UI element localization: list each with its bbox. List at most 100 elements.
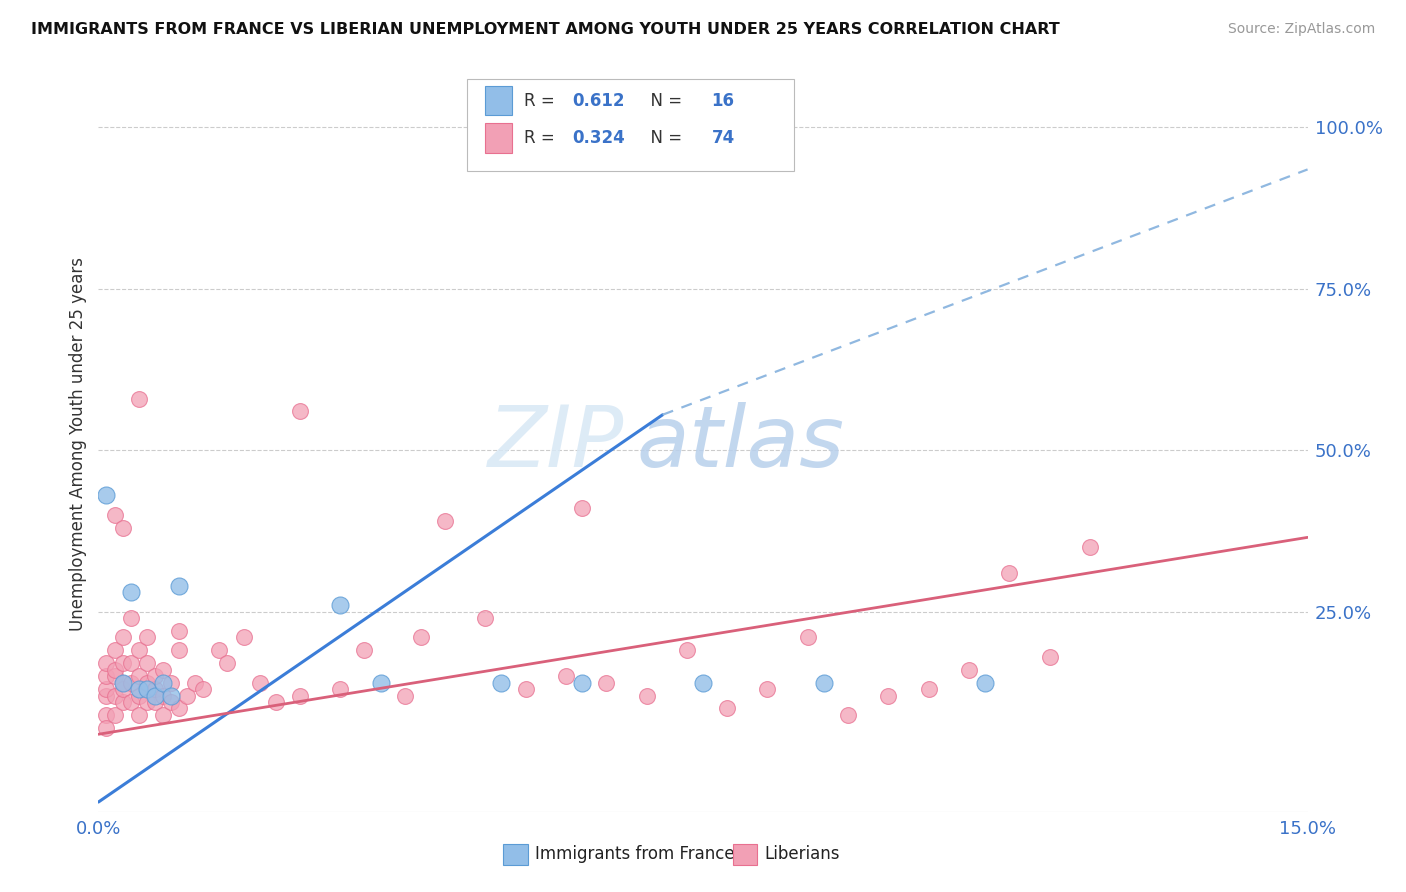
Point: [111, 657, 134, 671]
Text: R =: R =: [524, 128, 560, 147]
Point: [974, 675, 997, 690]
Point: [135, 675, 157, 690]
Point: [957, 663, 980, 677]
Point: [103, 669, 125, 683]
Point: [555, 669, 578, 683]
Text: Immigrants from France: Immigrants from France: [534, 846, 734, 863]
Point: [176, 689, 198, 703]
Point: [152, 707, 174, 722]
Point: [135, 657, 157, 671]
Point: [111, 675, 134, 690]
Point: [143, 681, 166, 696]
Point: [128, 669, 150, 683]
Point: [152, 689, 174, 703]
Point: [571, 675, 593, 690]
Bar: [485, 123, 512, 153]
Point: [160, 689, 183, 703]
Point: [128, 681, 150, 696]
Point: [143, 695, 166, 709]
Y-axis label: Unemployment Among Youth under 25 years: Unemployment Among Youth under 25 years: [69, 257, 87, 631]
Point: [96, 488, 118, 502]
Point: [128, 392, 150, 406]
Point: [193, 681, 215, 696]
Text: 0.612: 0.612: [572, 92, 624, 110]
Point: [143, 669, 166, 683]
Point: [474, 611, 496, 625]
Point: [394, 689, 416, 703]
Point: [1078, 540, 1101, 554]
Point: [167, 624, 190, 638]
Point: [329, 681, 352, 696]
Point: [167, 579, 190, 593]
Point: [160, 695, 183, 709]
Text: IMMIGRANTS FROM FRANCE VS LIBERIAN UNEMPLOYMENT AMONG YOUTH UNDER 25 YEARS CORRE: IMMIGRANTS FROM FRANCE VS LIBERIAN UNEMP…: [31, 22, 1060, 37]
Point: [595, 675, 617, 690]
Point: [120, 657, 142, 671]
Text: Liberians: Liberians: [765, 846, 841, 863]
Point: [692, 675, 714, 690]
Text: 0.324: 0.324: [572, 128, 626, 147]
Point: [571, 501, 593, 516]
Point: [232, 631, 254, 645]
Text: 74: 74: [711, 128, 735, 147]
Point: [167, 643, 190, 657]
Point: [918, 681, 941, 696]
Point: [329, 598, 352, 612]
Point: [111, 681, 134, 696]
Point: [103, 689, 125, 703]
Point: [111, 521, 134, 535]
Point: [288, 689, 311, 703]
Point: [128, 643, 150, 657]
Point: [135, 681, 157, 696]
Point: [111, 675, 134, 690]
Point: [184, 675, 207, 690]
FancyBboxPatch shape: [467, 79, 793, 171]
Bar: [503, 844, 527, 864]
Point: [353, 643, 375, 657]
Point: [135, 631, 157, 645]
Point: [111, 695, 134, 709]
Text: N =: N =: [640, 92, 688, 110]
Point: [370, 675, 392, 690]
Point: [103, 643, 125, 657]
Point: [217, 657, 239, 671]
Point: [515, 681, 537, 696]
Point: [288, 404, 311, 418]
Point: [491, 675, 513, 690]
Point: [409, 631, 432, 645]
Point: [797, 631, 820, 645]
Point: [96, 657, 118, 671]
Text: atlas: atlas: [637, 402, 845, 485]
Text: Source: ZipAtlas.com: Source: ZipAtlas.com: [1227, 22, 1375, 37]
Text: R =: R =: [524, 92, 560, 110]
Bar: [734, 844, 758, 864]
Point: [160, 675, 183, 690]
Point: [96, 707, 118, 722]
Point: [96, 689, 118, 703]
Point: [1039, 649, 1062, 664]
Point: [167, 701, 190, 715]
Text: 16: 16: [711, 92, 734, 110]
Point: [676, 643, 699, 657]
Point: [111, 631, 134, 645]
Point: [135, 695, 157, 709]
Point: [636, 689, 658, 703]
Point: [96, 669, 118, 683]
Point: [208, 643, 231, 657]
Point: [837, 707, 859, 722]
Point: [152, 663, 174, 677]
Point: [96, 721, 118, 735]
Point: [120, 675, 142, 690]
Point: [249, 675, 271, 690]
Point: [103, 508, 125, 522]
Point: [756, 681, 779, 696]
Point: [96, 681, 118, 696]
Point: [813, 675, 835, 690]
Point: [103, 663, 125, 677]
Text: N =: N =: [640, 128, 688, 147]
Point: [264, 695, 287, 709]
Point: [120, 585, 142, 599]
Point: [128, 707, 150, 722]
Point: [434, 514, 457, 528]
Text: ZIP: ZIP: [488, 402, 624, 485]
